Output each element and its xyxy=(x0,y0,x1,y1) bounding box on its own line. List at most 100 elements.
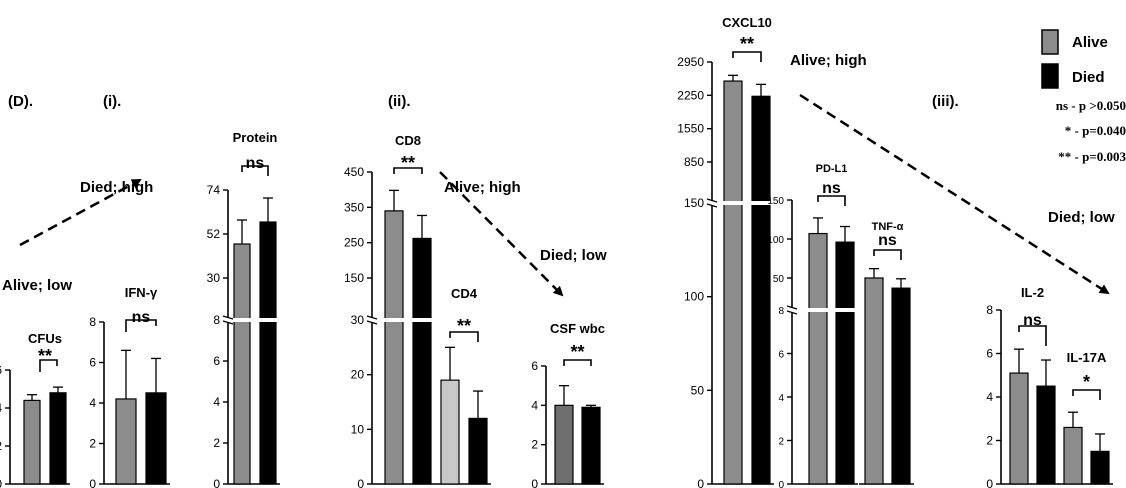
protein-ytick-label-2: 2 xyxy=(213,436,220,450)
cxcl10-ytick-label-100: 100 xyxy=(684,290,704,304)
protein-ytick-label-30: 30 xyxy=(207,271,221,285)
protein-title: Protein xyxy=(233,130,278,145)
cd8-break-mark-bottom xyxy=(366,320,378,325)
cxcl10-ytick-label-50: 50 xyxy=(691,383,705,397)
pdl1-break-mark-bottom xyxy=(786,310,798,315)
pdl1-ytick-label-2: 2 xyxy=(778,437,784,448)
cd4-bar-died xyxy=(468,417,488,485)
cfus-ytick-label-2: 2 xyxy=(0,439,2,453)
legend-note-double-star: ** - p=0.003 xyxy=(1058,149,1126,164)
il2-title: IL-2 xyxy=(1021,285,1044,300)
panel-label-i: (i). xyxy=(103,93,121,110)
il17a-sig-bracket xyxy=(1072,389,1101,400)
ifng-ytick-label-2: 2 xyxy=(89,437,96,451)
csfwbc-ytick-label-6: 6 xyxy=(531,359,538,373)
cxcl10-break-mark-top xyxy=(706,198,718,203)
protein-sig-label: ns xyxy=(246,155,265,172)
pdl1-ytick-label-50: 50 xyxy=(773,274,785,285)
il2-ytick-label-6: 6 xyxy=(986,347,993,361)
cxcl10-bar-alive xyxy=(723,80,743,485)
protein-ytick-label-8: 8 xyxy=(213,313,220,327)
il2-bar-alive xyxy=(1009,372,1029,485)
cd4-bar-alive xyxy=(440,379,460,485)
cd4-title: CD4 xyxy=(451,286,478,301)
pdl1-sig-label: ns xyxy=(822,180,841,197)
protein-axis-break xyxy=(222,318,282,322)
protein-ytick-label-52: 52 xyxy=(207,227,221,241)
pdl1-ytick-label-100: 100 xyxy=(767,235,784,246)
trend-arrow-3 xyxy=(799,93,1110,295)
protein-ytick-label-74: 74 xyxy=(207,183,221,197)
protein-sig-bracket xyxy=(241,165,269,176)
trend-arrow-1 xyxy=(19,178,142,247)
csfwbc-ytick-label-0: 0 xyxy=(531,477,538,488)
cxcl10-ytick-label-2950: 2950 xyxy=(677,55,704,69)
legend-swatch-alive xyxy=(1041,29,1059,55)
arrow-label-alive-high: Alive; high xyxy=(444,179,521,196)
ifng-title: IFN-γ xyxy=(125,285,158,300)
cd8-axis-break xyxy=(366,318,437,322)
cd8-break-mark-top xyxy=(366,315,378,320)
legend-label-died: Died xyxy=(1072,69,1105,86)
cd8-ytick-label-450: 450 xyxy=(344,165,364,179)
ifng-ytick-label-6: 6 xyxy=(89,356,96,370)
protein-ytick-label-4: 4 xyxy=(213,395,220,409)
cfus-sig-bracket xyxy=(39,359,58,372)
legend-swatch-died xyxy=(1041,63,1059,89)
tnfa-bar-died xyxy=(891,287,911,485)
cd4-sig-label: ** xyxy=(457,316,471,336)
cd8-bar-alive xyxy=(384,210,404,485)
cxcl10-ytick-label-850: 850 xyxy=(684,155,704,169)
cd8-title: CD8 xyxy=(395,133,421,148)
cd8-ytick-label-150: 150 xyxy=(344,271,364,285)
cxcl10-sig-bracket xyxy=(732,51,762,62)
ifng-ytick-label-0: 0 xyxy=(89,477,96,488)
arrow-label-died-low: Died; low xyxy=(540,247,607,264)
cfus-ytick-label-0: 0 xyxy=(0,477,2,488)
pdl1-sig-bracket xyxy=(817,195,846,206)
pdl1-break-mark-top xyxy=(786,305,798,310)
il17a-title: IL-17A xyxy=(1067,350,1107,365)
cd8-bar-died xyxy=(412,237,432,485)
il2-ytick-label-2: 2 xyxy=(986,434,993,448)
panel-label-ii: (ii). xyxy=(388,93,411,110)
pdl1-ytick-label-6: 6 xyxy=(778,350,784,361)
tnfa-sig-bracket xyxy=(873,249,902,260)
protein-ytick-label-6: 6 xyxy=(213,354,220,368)
arrow-label-alive-low: Alive; low xyxy=(2,277,72,294)
il17a-sig-label: * xyxy=(1083,372,1090,392)
csfwbc-sig-bracket xyxy=(563,359,592,366)
cfus-bar-died xyxy=(49,392,67,485)
pdl1-bar-died xyxy=(835,241,855,485)
csfwbc-ytick-label-4: 4 xyxy=(531,398,538,412)
panel-label-iii: (iii). xyxy=(932,93,959,110)
cd8-ytick-label-30: 30 xyxy=(351,313,365,327)
cfus-ytick-label-4: 4 xyxy=(0,401,2,415)
ifng-ytick-label-4: 4 xyxy=(89,396,96,410)
legend-note-ns: ns - p >0.050 xyxy=(1056,98,1126,113)
cd8-ytick-label-0: 0 xyxy=(357,477,364,488)
ifng-sig-bracket xyxy=(125,319,157,332)
cfus-sig-label: ** xyxy=(38,346,52,366)
cfus-ytick-label-6: 6 xyxy=(0,363,2,377)
cd4-sig-bracket xyxy=(449,331,479,342)
arrow-label-died-low-2: Died; low xyxy=(1048,209,1115,226)
cxcl10-ytick-label-2250: 2250 xyxy=(677,88,704,102)
cxcl10-axis-break xyxy=(706,201,776,205)
csfwbc-title: CSF wbc xyxy=(550,321,605,336)
pdl1-bar-alive xyxy=(808,232,828,485)
ifng-bar-died xyxy=(145,392,167,485)
cfus-bar-alive xyxy=(23,399,41,485)
protein-ytick-label-0: 0 xyxy=(213,477,220,488)
tnfa-bar-alive xyxy=(864,277,884,485)
protein-break-mark-top xyxy=(222,315,234,320)
il2-sig-label: ns xyxy=(1023,312,1042,329)
cxcl10-title: CXCL10 xyxy=(722,15,772,30)
ifng-bar-alive xyxy=(115,398,137,485)
cxcl10-break-mark-bottom xyxy=(706,203,718,208)
trend-arrow-2 xyxy=(439,171,564,297)
csfwbc-bar-alive xyxy=(554,404,574,485)
protein-break-mark-bottom xyxy=(222,320,234,325)
legend-label-alive: Alive xyxy=(1072,34,1108,51)
legend-note-star: * - p=0.040 xyxy=(1065,123,1126,138)
